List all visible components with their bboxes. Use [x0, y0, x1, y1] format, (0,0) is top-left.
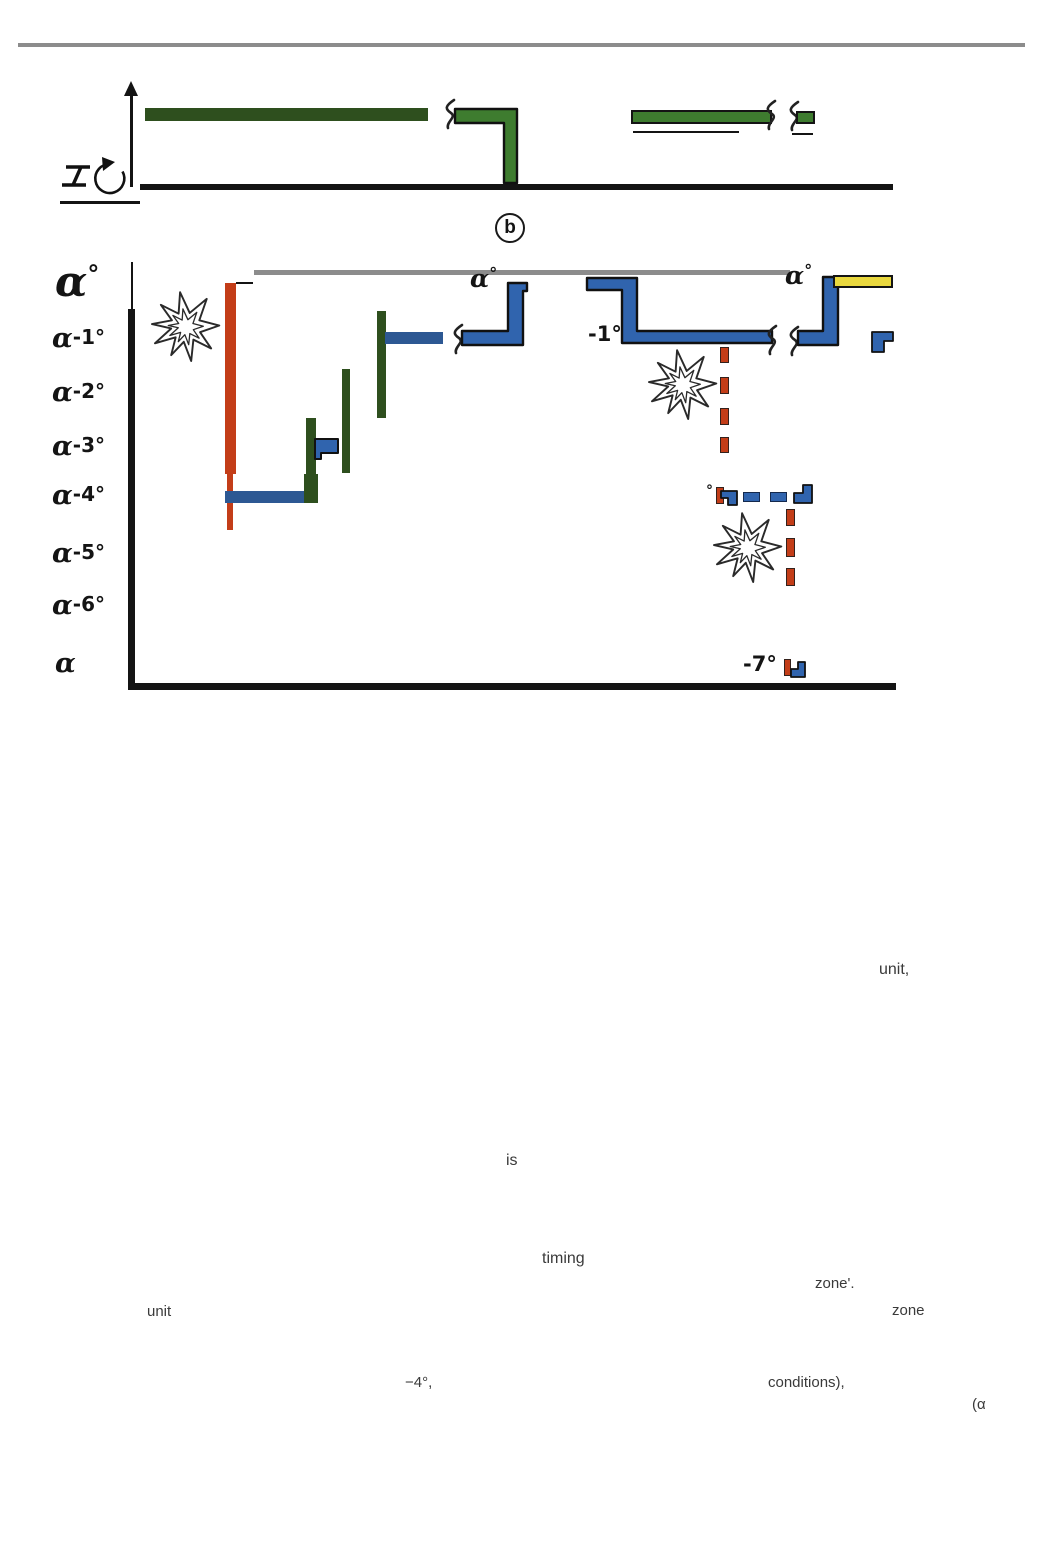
alpha-reference-line — [254, 270, 790, 275]
pulse-rotation-icon — [62, 157, 126, 195]
burst-icon — [712, 511, 783, 584]
blue-dash — [743, 492, 760, 502]
break-mark — [767, 324, 778, 356]
red-dash — [786, 538, 795, 557]
green-marker-3 — [377, 311, 386, 418]
y-label-alpha-2: α-2° — [52, 377, 105, 408]
blue-dash — [770, 492, 787, 502]
corner-piece — [871, 331, 894, 353]
top-pulse-bar-right — [631, 110, 772, 124]
caption-fragment: zone — [892, 1302, 925, 1319]
y-label-alpha0: α° — [55, 257, 100, 306]
green-marker-1 — [306, 418, 316, 476]
y-label-alpha-3: α-3° — [52, 431, 105, 462]
top-pulse-underline-stub — [792, 133, 813, 135]
minus1-annotation: -1° — [588, 322, 622, 346]
green-marker-2 — [342, 369, 350, 473]
caption-fragment: −4°, — [405, 1374, 433, 1391]
red-dash — [784, 659, 791, 676]
yellow-cap-bar — [833, 275, 893, 288]
red-dash — [720, 408, 729, 425]
y-label-alpha-4: α-4° — [52, 480, 105, 511]
top-axis-baseline — [140, 184, 893, 190]
top-pulse-underline — [633, 131, 739, 133]
top-axis-vertical — [130, 95, 133, 187]
red-dash — [720, 437, 729, 453]
x-axis — [128, 683, 896, 690]
minus7-annotation: -7° — [743, 652, 777, 676]
green-marker-1-base — [304, 474, 318, 503]
panel-label-b: b — [495, 213, 525, 243]
y-label-alpha-1: α-1° — [52, 323, 105, 354]
top-pulse-bar-stub — [796, 111, 815, 124]
step-down-shape — [585, 276, 774, 345]
caption-fragment: timing — [542, 1250, 585, 1267]
y-label-alpha-6: α-6° — [52, 590, 105, 621]
syllable-bar-minus4 — [225, 491, 307, 503]
icon-underline — [60, 201, 140, 204]
y-label-alpha-5: α-5° — [52, 538, 105, 569]
caption-fragment: (α — [972, 1396, 986, 1413]
top-pulse-step-down — [453, 107, 519, 185]
red-marker-bar — [225, 283, 236, 474]
break-mark — [766, 99, 777, 131]
alpha-annotation-mid: α° — [470, 264, 498, 293]
y-axis-thin — [131, 262, 133, 312]
alpha-annotation-right: α° — [785, 261, 813, 290]
red-bar-top-tick — [236, 282, 253, 284]
red-dash — [720, 347, 729, 363]
page-top-rule — [18, 43, 1025, 47]
top-axis-arrowhead-icon — [124, 81, 138, 96]
syllable-bar-minus3 — [314, 438, 339, 460]
syllable-bar-minus1 — [385, 332, 443, 344]
y-axis — [128, 309, 135, 688]
caption-fragment: conditions), — [768, 1374, 845, 1391]
caption-fragment: unit — [147, 1303, 172, 1320]
panel-label-text: b — [504, 217, 516, 238]
caption-fragment: is — [506, 1152, 518, 1169]
red-dash — [720, 377, 729, 394]
corner-piece — [793, 484, 813, 504]
red-dash — [786, 568, 795, 586]
caption-fragment: unit, — [879, 961, 910, 978]
step-up-shape — [460, 281, 529, 347]
corner-piece — [720, 490, 738, 506]
corner-piece — [790, 661, 806, 678]
burst-icon — [150, 290, 221, 363]
burst-icon — [647, 348, 718, 421]
top-pulse-bar-long — [145, 108, 428, 121]
caption-fragment: zone'. — [815, 1275, 855, 1292]
red-dash — [786, 509, 795, 526]
y-label-alpha: α — [55, 648, 76, 679]
degree-annotation: ° — [706, 483, 713, 499]
